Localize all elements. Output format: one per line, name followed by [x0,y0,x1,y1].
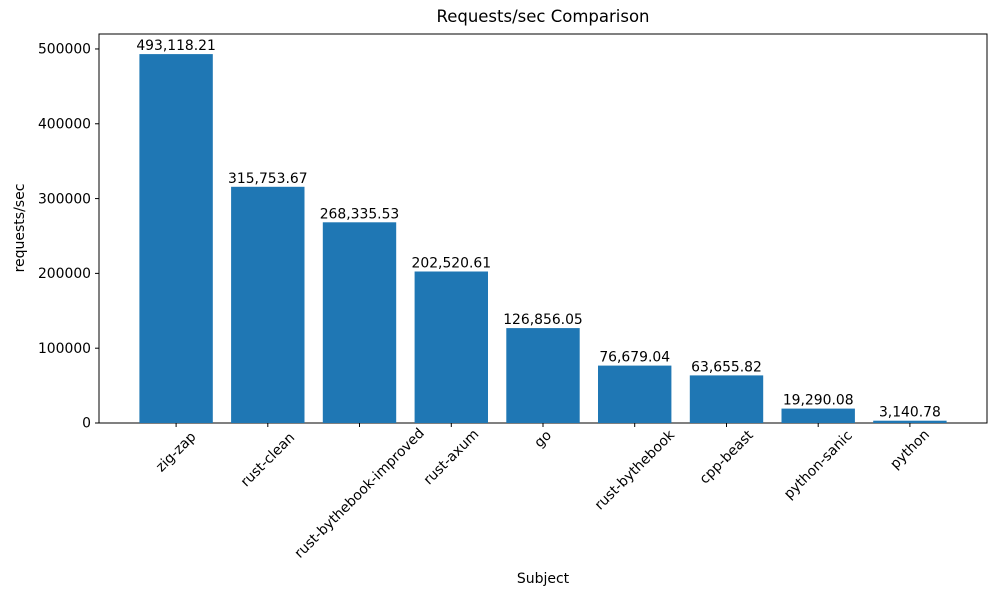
x-tick-label: python [887,427,933,473]
bar-python [873,420,947,423]
chart-title: Requests/sec Comparison [436,7,650,26]
bar-value-label: 3,140.78 [879,405,941,421]
bar-value-label: 493,118.21 [136,38,216,54]
x-tick-label: rust-axum [421,427,483,489]
bar-rust-axum [414,271,488,423]
x-tick-label: rust-bythebook-improved [292,425,428,561]
y-tick-label: 300000 [38,191,91,207]
x-tick-label: cpp-beast [697,427,757,487]
y-tick-label: 200000 [38,266,91,282]
bar-value-label: 126,856.05 [503,312,583,328]
bar-rust-clean [231,186,305,423]
y-tick-label: 400000 [38,117,91,133]
y-tick-label: 0 [82,416,91,432]
y-tick-label: 100000 [38,341,91,357]
bar-rust-bythebook [598,365,672,423]
bar-value-label: 63,655.82 [691,359,762,375]
x-tick-label: go [531,427,555,451]
x-tick-label: rust-bythebook [592,427,678,513]
bar-python-sanic [781,408,855,423]
x-tick-label: zig-zap [153,429,200,476]
x-tick-label: python-sanic [781,428,856,503]
bar-value-label: 19,290.08 [783,393,854,409]
bar-value-label: 76,679.04 [599,350,670,366]
y-tick-label: 500000 [38,42,91,58]
bar-value-label: 202,520.61 [412,256,492,272]
bar-go [506,328,580,423]
bar-value-label: 315,753.67 [228,171,308,187]
bar-rust-bythebook-improved [322,222,397,423]
bar-cpp-beast [689,375,764,423]
bar-zig-zap [139,54,213,423]
bar-value-label: 268,335.53 [320,206,400,222]
x-tick-label: rust-clean [238,430,299,491]
x-axis-label: Subject [516,571,570,587]
